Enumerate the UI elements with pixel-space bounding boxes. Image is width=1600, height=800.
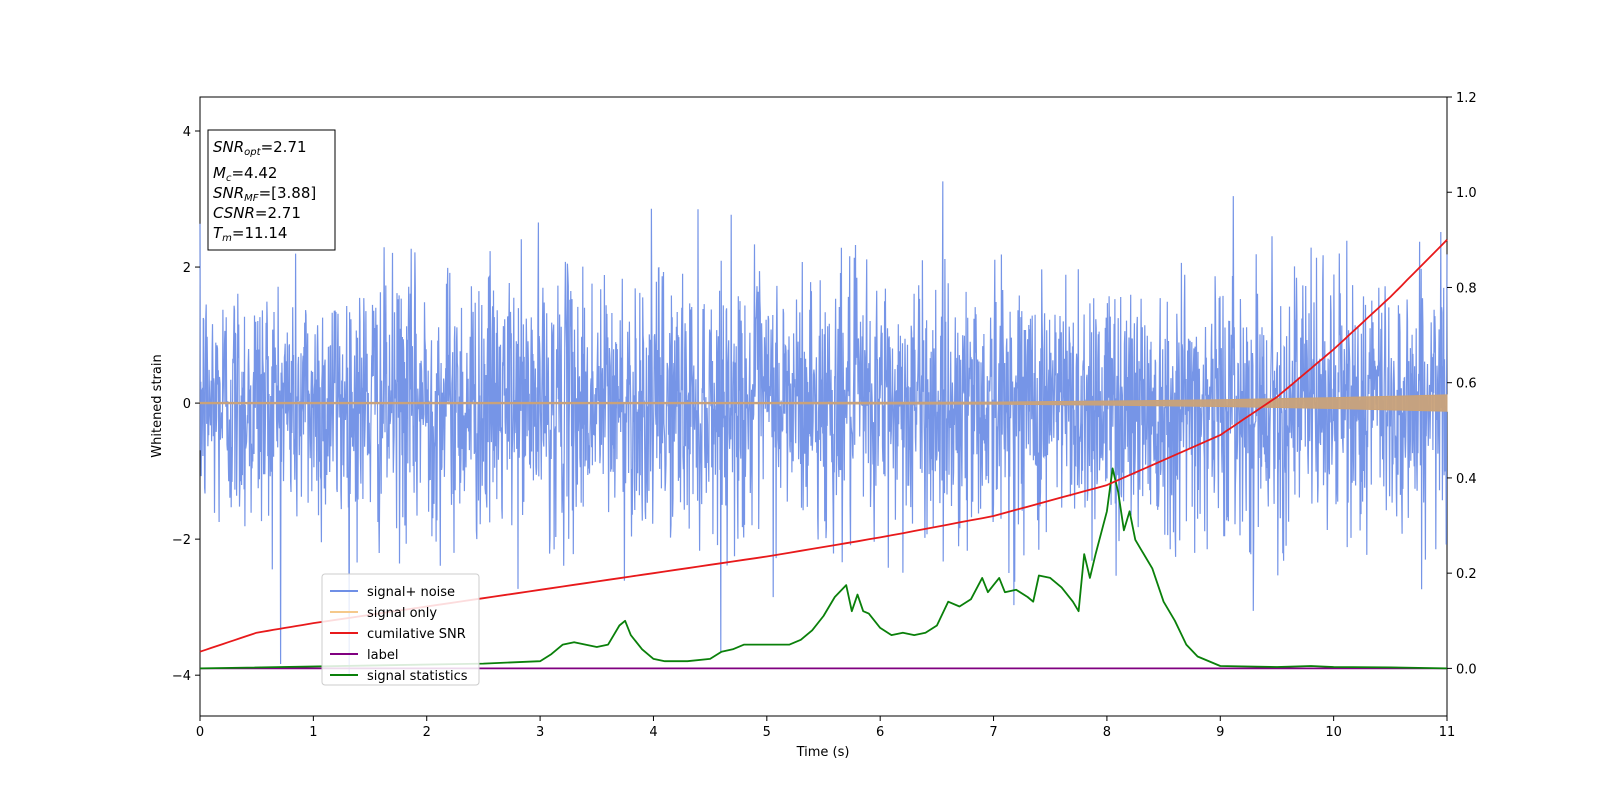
legend-label: label [367, 648, 398, 663]
x-tick-label: 11 [1439, 725, 1456, 740]
y-left-tick-label: −2 [172, 533, 191, 548]
x-axis-label: Time (s) [796, 745, 850, 760]
x-tick-label: 5 [763, 725, 771, 740]
y-right-tick-label: 0.6 [1456, 377, 1477, 392]
y-axis-right-ticks: 0.0 0.2 0.4 0.6 0.8 1.0 1.2 [1447, 91, 1477, 677]
stats-box-frame [207, 129, 336, 251]
legend-label: signal+ noise [367, 585, 455, 600]
y-left-tick-label: −4 [172, 669, 191, 684]
x-tick-label: 9 [1216, 725, 1224, 740]
signal-only-band [199, 394, 1448, 412]
legend-label: signal statistics [367, 669, 468, 684]
stats-box: SNRopt=2.71 Mc=4.42 SNRMF=[3.88] CSNR=2.… [207, 129, 336, 251]
x-axis-ticks: 0 1 2 3 4 5 6 7 8 9 10 11 [196, 716, 1455, 740]
y-left-tick-label: 0 [183, 397, 191, 412]
legend: signal+ noise signal only cumilative SNR la… [321, 573, 480, 686]
y-right-tick-label: 1.0 [1456, 186, 1477, 201]
stat-mc: Mc=4.42 [213, 164, 277, 184]
stat-csnr: CSNR=2.71 [213, 204, 301, 222]
x-tick-label: 8 [1103, 725, 1111, 740]
y-left-tick-label: 4 [183, 125, 191, 140]
x-tick-label: 0 [196, 725, 204, 740]
y-right-tick-label: 0.0 [1456, 662, 1477, 677]
stat-snr-mf: SNRMF=[3.88] [213, 184, 316, 204]
y-right-tick-label: 0.8 [1456, 281, 1477, 296]
stat-snr-opt: SNRopt=2.71 [213, 138, 307, 158]
x-tick-label: 7 [989, 725, 997, 740]
x-tick-label: 4 [649, 725, 657, 740]
y-right-tick-label: 0.4 [1456, 472, 1477, 487]
signal-only-series [199, 394, 1448, 412]
x-tick-label: 3 [536, 725, 544, 740]
legend-label: cumilative SNR [367, 627, 466, 642]
legend-frame [321, 573, 480, 686]
x-tick-label: 2 [423, 725, 431, 740]
legend-label: signal only [367, 606, 437, 621]
signal-statistics-line [199, 467, 1448, 670]
y-right-tick-label: 1.2 [1456, 91, 1477, 106]
y-right-tick-label: 0.2 [1456, 567, 1477, 582]
x-tick-label: 10 [1325, 725, 1342, 740]
y-axis-left-ticks: −4 −2 0 2 4 [172, 125, 200, 684]
y-axis-left-label: Whitened strain [150, 354, 165, 457]
x-tick-label: 1 [309, 725, 317, 740]
x-tick-label: 6 [876, 725, 884, 740]
stat-tm: Tm=11.14 [213, 224, 287, 244]
y-left-tick-label: 2 [183, 261, 191, 276]
